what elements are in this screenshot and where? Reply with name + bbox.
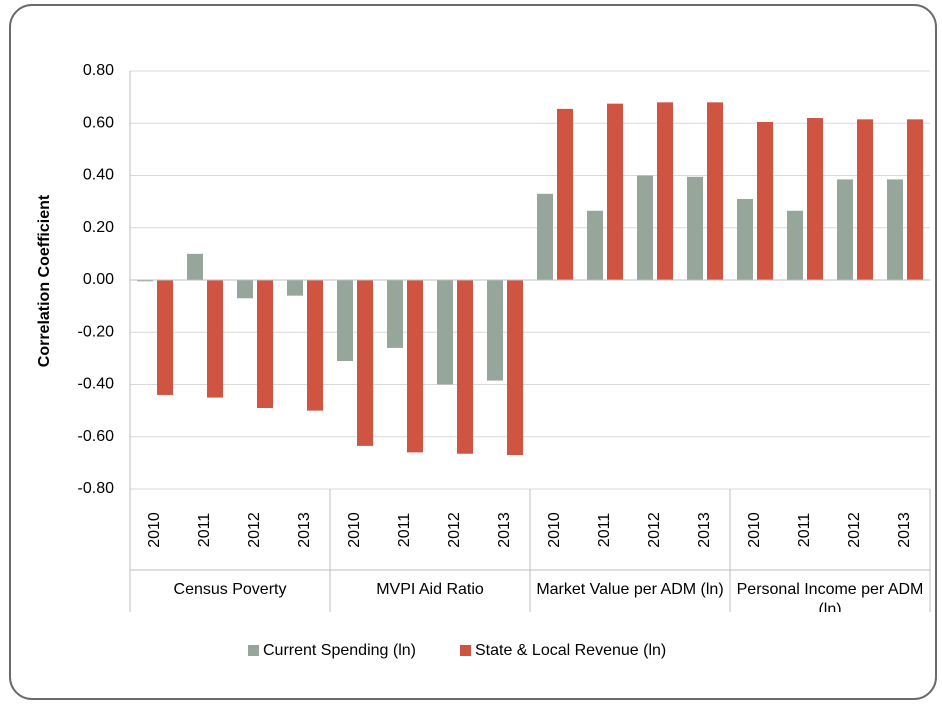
y-tick-label: 0.20 [83,219,114,236]
y-tick-label: 0.00 [83,271,114,288]
legend-label: Current Spending (ln) [263,642,416,659]
x-tick-label: 2011 [796,513,813,548]
bar [787,210,803,280]
bar [507,280,523,456]
group-label: MVPI Aid Ratio [376,581,484,598]
x-tick-label: 2013 [296,512,313,548]
bar [707,102,723,280]
x-tick-label: 2010 [546,512,563,548]
bar [907,119,923,280]
bar [357,280,373,446]
group-label-box: Personal Income per ADM (ln) [736,581,924,612]
bar [137,280,153,282]
bar [187,253,203,280]
legend-swatch [460,645,471,656]
bar [287,280,303,296]
bar [857,119,873,280]
bar [687,176,703,280]
group-label-box: Market Value per ADM (ln) [536,581,724,598]
y-axis-title: Correlation Coefficient [36,194,53,367]
legend-swatch [248,645,259,656]
bar [557,108,573,280]
x-tick-label: 2010 [746,512,763,548]
bar [307,280,323,411]
bar [587,210,603,280]
bar [487,280,503,381]
x-tick-label: 2011 [196,513,213,548]
group-label: Market Value per ADM (ln) [536,581,724,598]
bar [637,175,653,280]
group-label: Census Poverty [173,581,287,598]
bar [607,103,623,280]
x-tick-label: 2011 [596,513,613,548]
y-tick-label: 0.40 [83,167,114,184]
y-tick-label: -0.40 [78,376,115,393]
bar [837,179,853,280]
group-label: Personal Income per ADM (ln) [736,581,924,612]
x-tick-label: 2011 [396,513,413,548]
group-label-box: MVPI Aid Ratio [376,581,484,598]
bar [457,280,473,454]
bar [437,280,453,385]
bar [757,121,773,280]
y-tick-label: -0.80 [78,480,115,497]
x-tick-label: 2013 [896,512,913,548]
x-tick-label: 2012 [646,512,663,548]
legend-label: State & Local Revenue (ln) [475,642,666,659]
y-tick-label: 0.80 [83,62,114,79]
bar [737,199,753,280]
bar [387,280,403,348]
bar [207,280,223,398]
x-tick-label: 2010 [146,512,163,548]
x-tick-label: 2012 [846,512,863,548]
bar [807,118,823,281]
x-tick-label: 2012 [246,512,263,548]
bar [887,179,903,280]
bar [257,280,273,409]
x-tick-label: 2012 [446,512,463,548]
bar [337,280,353,361]
x-tick-label: 2010 [346,512,363,548]
x-tick-label: 2013 [496,512,513,548]
group-label-box: Census Poverty [173,581,287,598]
bar [237,280,253,299]
y-tick-label: -0.60 [78,428,115,445]
bar [537,193,553,280]
x-tick-label: 2013 [696,512,713,548]
y-tick-label: 0.60 [83,114,114,131]
bar [407,280,423,453]
bar [657,102,673,280]
y-tick-label: -0.20 [78,323,115,340]
bar [157,280,173,395]
